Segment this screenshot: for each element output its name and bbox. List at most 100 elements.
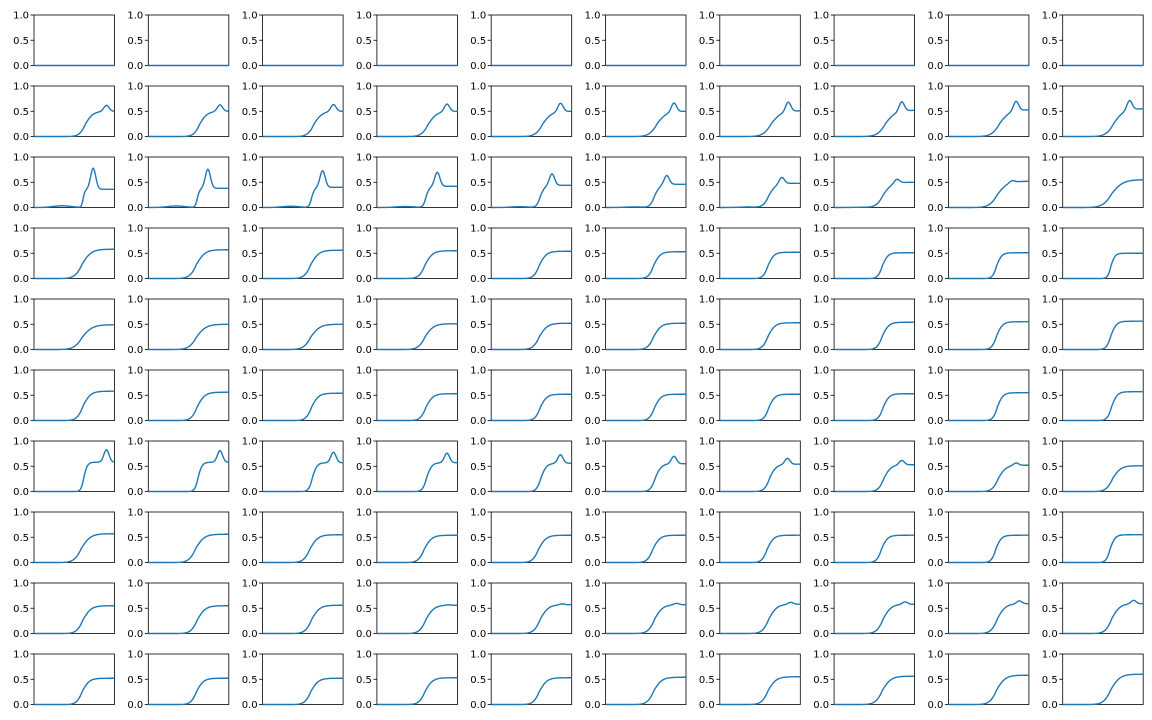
panel-r1-c3: 0.0 0.5 1.0 bbox=[242, 11, 344, 72]
series-line bbox=[376, 250, 458, 280]
series-line bbox=[34, 605, 115, 635]
ytick-label: 0.5 bbox=[1042, 249, 1058, 260]
panel-r8-c6: 0.0 0.5 1.0 bbox=[585, 508, 687, 569]
series-line bbox=[262, 392, 344, 422]
series-line bbox=[34, 324, 115, 351]
series-line bbox=[376, 323, 458, 351]
panel-r6-c3: 0.0 0.5 1.0 bbox=[242, 366, 344, 427]
ytick-label: 1.0 bbox=[470, 650, 486, 661]
axes-frame bbox=[948, 653, 1030, 705]
panel-r4-c6: 0.0 0.5 1.0 bbox=[585, 224, 687, 285]
ytick-label: 0.5 bbox=[242, 462, 258, 473]
ytick-label: 0.5 bbox=[1042, 320, 1058, 331]
axes-frame bbox=[605, 511, 687, 563]
series-line bbox=[262, 170, 344, 209]
ytick-label: 0.5 bbox=[585, 675, 601, 686]
axes-frame bbox=[605, 653, 687, 705]
ytick-label: 0.0 bbox=[13, 345, 29, 356]
ytick-label: 1.0 bbox=[585, 579, 601, 590]
axes-frame bbox=[376, 85, 458, 137]
ytick-label: 1.0 bbox=[470, 437, 486, 448]
ytick-label: 0.5 bbox=[585, 249, 601, 260]
series-line bbox=[262, 677, 344, 706]
ytick-label: 0.0 bbox=[470, 274, 486, 285]
ytick-label: 0.0 bbox=[470, 416, 486, 427]
ytick-label: 0.5 bbox=[699, 675, 715, 686]
panel-r2-c1: 0.0 0.5 1.0 bbox=[13, 82, 115, 143]
panel-r3-c3: 0.0 0.5 1.0 bbox=[242, 153, 344, 214]
ytick-label: 0.0 bbox=[1042, 558, 1058, 569]
panel-r2-c8: 0.0 0.5 1.0 bbox=[813, 82, 915, 143]
ytick-label: 1.0 bbox=[927, 650, 943, 661]
series-line bbox=[719, 322, 801, 351]
series-line bbox=[34, 448, 115, 493]
ytick-label: 0.5 bbox=[470, 107, 486, 118]
ytick-label: 0.5 bbox=[242, 249, 258, 260]
ytick-label: 1.0 bbox=[242, 224, 258, 235]
series-line bbox=[491, 603, 572, 635]
ytick-label: 0.5 bbox=[242, 107, 258, 118]
series-line bbox=[148, 104, 229, 138]
ytick-label: 0.0 bbox=[585, 558, 601, 569]
series-line bbox=[834, 675, 915, 706]
ytick-label: 1.0 bbox=[13, 366, 29, 377]
ytick-label: 0.0 bbox=[585, 416, 601, 427]
panel-r3-c4: 0.0 0.5 1.0 bbox=[356, 153, 458, 214]
panel-r9-c3: 0.0 0.5 1.0 bbox=[242, 579, 344, 640]
panel-r7-c6: 0.0 0.5 1.0 bbox=[585, 437, 687, 498]
ytick-label: 0.0 bbox=[1042, 416, 1058, 427]
series-line bbox=[1062, 673, 1144, 706]
ytick-label: 0.0 bbox=[699, 700, 715, 711]
panel-r3-c5: 0.0 0.5 1.0 bbox=[470, 153, 573, 214]
ytick-label: 1.0 bbox=[13, 11, 29, 22]
ytick-label: 0.0 bbox=[927, 61, 943, 72]
ytick-label: 0.0 bbox=[242, 416, 258, 427]
ytick-label: 0.5 bbox=[356, 107, 372, 118]
ytick-label: 0.0 bbox=[356, 203, 372, 214]
ytick-label: 0.5 bbox=[927, 249, 943, 260]
ytick-label: 0.5 bbox=[927, 391, 943, 402]
axes-frame bbox=[719, 440, 801, 492]
axes-frame bbox=[33, 582, 115, 634]
ytick-label: 0.5 bbox=[127, 320, 143, 331]
axes-frame bbox=[605, 582, 687, 634]
panel-r10-c9: 0.0 0.5 1.0 bbox=[927, 650, 1030, 711]
ytick-label: 0.0 bbox=[927, 274, 943, 285]
axes-frame bbox=[262, 156, 344, 208]
panel-r7-c2: 0.0 0.5 1.0 bbox=[127, 437, 230, 498]
series-line bbox=[1062, 99, 1144, 138]
ytick-label: 0.0 bbox=[470, 61, 486, 72]
series-line bbox=[834, 459, 915, 493]
ytick-label: 0.0 bbox=[813, 61, 829, 72]
axes-frame bbox=[1062, 298, 1144, 350]
ytick-label: 0.5 bbox=[356, 462, 372, 473]
ytick-label: 0.0 bbox=[1042, 700, 1058, 711]
ytick-label: 0.5 bbox=[13, 249, 29, 260]
series-line bbox=[834, 321, 915, 351]
axes-frame bbox=[719, 85, 801, 137]
ytick-label: 0.0 bbox=[13, 700, 29, 711]
ytick-label: 0.5 bbox=[127, 36, 143, 47]
ytick-label: 0.5 bbox=[1042, 36, 1058, 47]
axes-frame bbox=[605, 440, 687, 492]
ytick-label: 0.5 bbox=[470, 533, 486, 544]
axes-frame bbox=[490, 227, 573, 279]
ytick-label: 0.0 bbox=[242, 629, 258, 640]
ytick-label: 0.0 bbox=[470, 700, 486, 711]
ytick-label: 0.5 bbox=[585, 107, 601, 118]
panel-r5-c6: 0.0 0.5 1.0 bbox=[585, 295, 687, 356]
ytick-label: 1.0 bbox=[699, 366, 715, 377]
panel-r6-c10: 0.0 0.5 1.0 bbox=[1042, 366, 1144, 427]
ytick-label: 0.0 bbox=[585, 203, 601, 214]
series-line bbox=[34, 390, 115, 422]
ytick-label: 0.0 bbox=[13, 629, 29, 640]
series-line bbox=[376, 103, 458, 138]
series-line bbox=[148, 391, 229, 422]
panel-r2-c4: 0.0 0.5 1.0 bbox=[356, 82, 458, 143]
ytick-label: 0.5 bbox=[470, 36, 486, 47]
series-line bbox=[491, 102, 572, 138]
ytick-label: 0.0 bbox=[127, 629, 143, 640]
ytick-label: 1.0 bbox=[699, 224, 715, 235]
axes-frame bbox=[1062, 156, 1144, 208]
ytick-label: 1.0 bbox=[699, 437, 715, 448]
